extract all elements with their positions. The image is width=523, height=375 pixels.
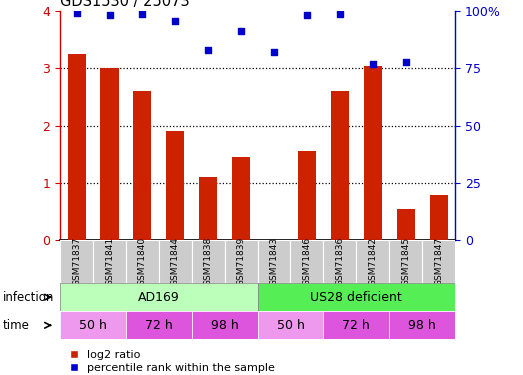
Text: GSM71836: GSM71836 (335, 237, 344, 286)
Text: 72 h: 72 h (343, 319, 370, 332)
Point (336, 10, 344, 16)
Bar (166, 131, 185, 240)
Text: GDS1530 / 25073: GDS1530 / 25073 (60, 0, 190, 9)
Text: GSM71843: GSM71843 (269, 237, 279, 286)
Point (171, 18, 179, 24)
Text: 50 h: 50 h (277, 319, 304, 332)
Bar (422, 240, 455, 283)
Bar (429, 195, 448, 240)
Text: time: time (3, 319, 29, 332)
Bar (396, 209, 415, 240)
Bar (331, 92, 349, 240)
Bar (100, 68, 119, 240)
Text: infection: infection (3, 291, 54, 304)
Bar (356, 240, 389, 283)
Text: GSM71842: GSM71842 (368, 237, 377, 286)
Point (369, 62, 377, 68)
Point (270, 49, 278, 55)
Bar (159, 240, 192, 283)
Bar (257, 283, 455, 311)
Bar (257, 311, 323, 339)
Bar (232, 157, 250, 240)
Text: GSM71841: GSM71841 (105, 237, 114, 286)
Text: 72 h: 72 h (145, 319, 173, 332)
Bar (298, 152, 316, 240)
Text: GSM71846: GSM71846 (302, 237, 311, 286)
Text: GSM71844: GSM71844 (171, 237, 180, 286)
Bar (60, 240, 93, 283)
Text: AD169: AD169 (138, 291, 180, 304)
Bar (60, 283, 257, 311)
Text: 98 h: 98 h (408, 319, 436, 332)
Bar (93, 240, 126, 283)
Bar (192, 311, 257, 339)
Legend: log2 ratio, percentile rank within the sample: log2 ratio, percentile rank within the s… (66, 345, 279, 375)
Bar (323, 311, 389, 339)
Bar (126, 311, 192, 339)
Bar (225, 240, 257, 283)
Bar (133, 92, 152, 240)
Point (72, 10, 81, 16)
Text: GSM71847: GSM71847 (434, 237, 443, 286)
Bar (389, 311, 455, 339)
Text: US28 deficient: US28 deficient (311, 291, 402, 304)
Bar (199, 177, 217, 240)
Bar (67, 54, 86, 240)
Text: GSM71845: GSM71845 (401, 237, 410, 286)
Bar (323, 240, 356, 283)
Text: GSM71840: GSM71840 (138, 237, 147, 286)
Text: GSM71837: GSM71837 (72, 237, 81, 286)
Bar (363, 66, 382, 240)
Text: 50 h: 50 h (79, 319, 107, 332)
Point (204, 47, 212, 53)
Bar (290, 240, 323, 283)
Text: GSM71839: GSM71839 (236, 237, 246, 286)
Bar (192, 240, 225, 283)
Bar (60, 311, 126, 339)
Text: 98 h: 98 h (211, 319, 238, 332)
Bar (257, 240, 290, 283)
Text: GSM71838: GSM71838 (204, 237, 213, 286)
Bar (126, 240, 159, 283)
Point (138, 10, 146, 16)
Point (237, 28, 245, 34)
Point (105, 12, 113, 18)
Point (402, 58, 410, 64)
Bar (389, 240, 422, 283)
Point (303, 12, 311, 18)
